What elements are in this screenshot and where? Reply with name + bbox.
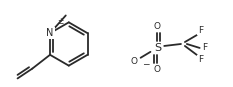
Text: F: F: [202, 43, 207, 52]
Text: O: O: [154, 22, 161, 31]
Text: ±: ±: [57, 17, 63, 26]
Text: O: O: [154, 65, 161, 74]
Text: −: −: [142, 59, 149, 68]
Text: O: O: [130, 57, 137, 66]
Text: S: S: [154, 43, 161, 53]
Text: N: N: [46, 28, 54, 38]
Text: F: F: [198, 26, 203, 35]
Text: F: F: [198, 55, 203, 64]
